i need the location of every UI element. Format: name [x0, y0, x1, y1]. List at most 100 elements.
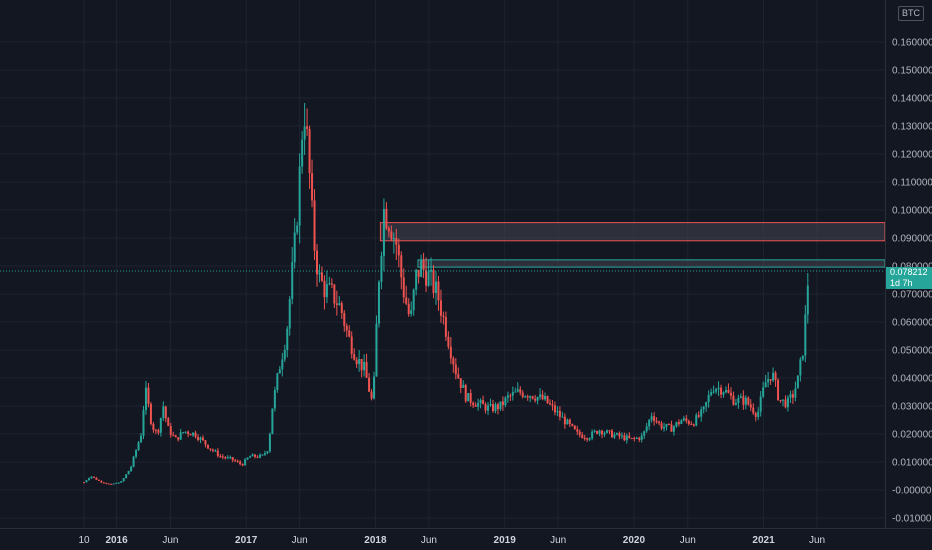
candle[interactable]	[95, 477, 98, 480]
candle[interactable]	[306, 126, 309, 129]
candle[interactable]	[648, 419, 651, 427]
candle[interactable]	[152, 423, 155, 430]
candle[interactable]	[610, 430, 613, 438]
candle[interactable]	[504, 397, 507, 406]
candle[interactable]	[400, 255, 403, 278]
candle[interactable]	[368, 377, 371, 392]
price-axis[interactable]: 0.160000 0.150000 0.140000 0.130000 0.120000…	[892, 38, 932, 525]
candle[interactable]	[459, 378, 462, 388]
candle[interactable]	[239, 461, 242, 465]
candle[interactable]	[115, 482, 118, 484]
candle[interactable]	[462, 385, 465, 388]
candle[interactable]	[801, 355, 804, 360]
candle[interactable]	[256, 456, 259, 458]
candle[interactable]	[353, 354, 356, 360]
candle[interactable]	[157, 430, 160, 433]
candle[interactable]	[130, 466, 133, 471]
candle[interactable]	[439, 300, 442, 316]
candle[interactable]	[323, 280, 326, 298]
candle[interactable]	[343, 312, 346, 326]
candle[interactable]	[258, 454, 261, 458]
candle[interactable]	[754, 413, 757, 417]
candle[interactable]	[174, 435, 177, 438]
candle[interactable]	[92, 476, 95, 478]
candle[interactable]	[727, 389, 730, 393]
candle[interactable]	[211, 449, 214, 451]
candle[interactable]	[724, 389, 727, 393]
candle[interactable]	[635, 437, 638, 439]
candle[interactable]	[551, 404, 554, 406]
candle[interactable]	[382, 208, 385, 256]
candle[interactable]	[199, 437, 202, 440]
candle[interactable]	[449, 346, 452, 359]
candle[interactable]	[712, 391, 715, 393]
candle[interactable]	[447, 336, 450, 347]
candle[interactable]	[506, 395, 509, 398]
candle[interactable]	[415, 269, 418, 290]
candle[interactable]	[117, 482, 120, 484]
candle[interactable]	[392, 238, 395, 240]
candle[interactable]	[769, 379, 772, 381]
candle[interactable]	[702, 406, 705, 410]
candle[interactable]	[660, 423, 663, 429]
candle[interactable]	[623, 435, 626, 441]
candle[interactable]	[534, 398, 537, 401]
candle[interactable]	[221, 456, 224, 458]
candle[interactable]	[477, 403, 480, 407]
candle[interactable]	[219, 456, 222, 458]
candle[interactable]	[268, 434, 271, 452]
candle[interactable]	[658, 421, 661, 424]
candle[interactable]	[385, 208, 388, 229]
zone-box[interactable]	[417, 259, 886, 268]
candle[interactable]	[83, 482, 85, 484]
candle[interactable]	[325, 284, 328, 298]
candle[interactable]	[377, 281, 380, 324]
candle[interactable]	[633, 437, 636, 439]
candle[interactable]	[491, 404, 494, 412]
candle[interactable]	[140, 435, 143, 443]
candle[interactable]	[102, 482, 105, 484]
candle[interactable]	[524, 396, 527, 398]
candle[interactable]	[487, 405, 490, 411]
candle[interactable]	[360, 358, 363, 371]
candle[interactable]	[489, 404, 492, 406]
candle[interactable]	[514, 391, 517, 393]
candle[interactable]	[697, 415, 700, 417]
candle[interactable]	[737, 397, 740, 403]
candle[interactable]	[479, 400, 482, 404]
candle[interactable]	[127, 470, 130, 475]
candle[interactable]	[796, 375, 799, 389]
candle[interactable]	[330, 283, 333, 285]
candle[interactable]	[397, 244, 400, 256]
candle[interactable]	[432, 269, 435, 293]
candle[interactable]	[620, 435, 623, 437]
candle[interactable]	[182, 432, 185, 434]
candle[interactable]	[675, 422, 678, 427]
candle[interactable]	[665, 423, 668, 427]
candle[interactable]	[457, 374, 460, 379]
candle[interactable]	[700, 409, 703, 417]
candle[interactable]	[519, 389, 522, 393]
candle[interactable]	[335, 303, 338, 306]
candle[interactable]	[561, 416, 564, 418]
candle[interactable]	[172, 435, 175, 437]
candle[interactable]	[313, 200, 316, 251]
candle[interactable]	[670, 424, 673, 432]
candle[interactable]	[717, 387, 720, 390]
candle[interactable]	[197, 436, 200, 440]
candle[interactable]	[417, 269, 420, 277]
candle[interactable]	[680, 420, 683, 424]
candle[interactable]	[177, 437, 180, 440]
candle[interactable]	[576, 429, 579, 432]
candle[interactable]	[777, 379, 780, 400]
candle[interactable]	[154, 429, 157, 431]
candle[interactable]	[586, 438, 589, 440]
candle[interactable]	[615, 433, 618, 435]
candle[interactable]	[201, 437, 204, 441]
candle[interactable]	[806, 285, 809, 315]
candle[interactable]	[553, 405, 556, 413]
candle[interactable]	[496, 404, 499, 410]
candle[interactable]	[358, 358, 361, 365]
candle[interactable]	[308, 128, 311, 174]
candle[interactable]	[521, 392, 524, 397]
